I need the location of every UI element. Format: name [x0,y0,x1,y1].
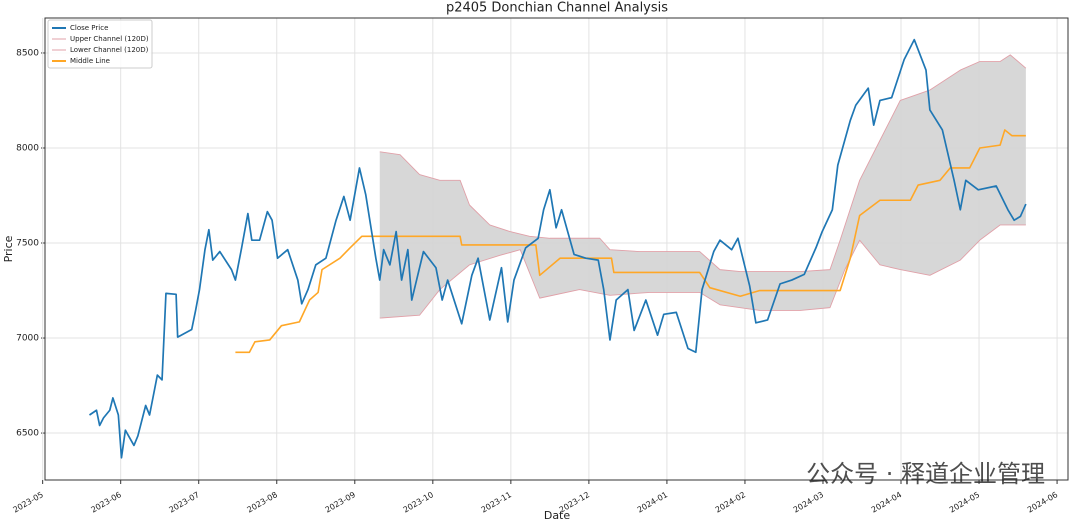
legend-label: Lower Channel (120D) [70,46,149,54]
legend-label: Close Price [70,24,108,32]
series-line [89,38,1027,459]
legend-box [47,19,153,69]
x-tick-label: 2023-09 [324,490,357,515]
chart-title: p2405 Donchian Channel Analysis [446,1,668,16]
plot-frame [44,17,1069,481]
x-tick-label: 2023-12 [558,490,591,515]
y-axis-label: Price [2,235,15,262]
legend-label: Middle Line [70,57,110,65]
x-axis-label: Date [544,509,571,520]
x-tick-label: 2023-05 [11,490,44,515]
y-tick-label: 8000 [16,143,39,153]
x-tick-label: 2023-06 [89,490,122,515]
watermark: 公众号 · 释道企业管理 [806,460,1045,488]
y-tick-label: 6500 [16,429,39,439]
x-tick-label: 2023-10 [402,490,435,515]
x-tick-label: 2024-04 [870,490,903,515]
x-tick-label: 2023-08 [246,490,279,515]
series-line [379,224,1026,319]
y-tick-label: 8500 [16,48,39,58]
legend-label: Upper Channel (120D) [70,35,149,43]
x-tick-label: 2024-02 [714,490,747,515]
series-line [379,54,1027,272]
x-tick-label: 2023-07 [168,490,201,515]
x-tick-label: 2023-11 [480,490,513,515]
x-tick-label: 2024-01 [636,490,669,515]
series-line [235,129,1026,354]
y-tick-label: 7000 [16,334,39,344]
channel-fill [379,54,1026,319]
y-tick-label: 7500 [16,239,39,249]
x-tick-label: 2024-03 [792,490,825,515]
x-tick-label: 2024-06 [1026,490,1059,515]
x-tick-label: 2024-05 [948,490,981,515]
